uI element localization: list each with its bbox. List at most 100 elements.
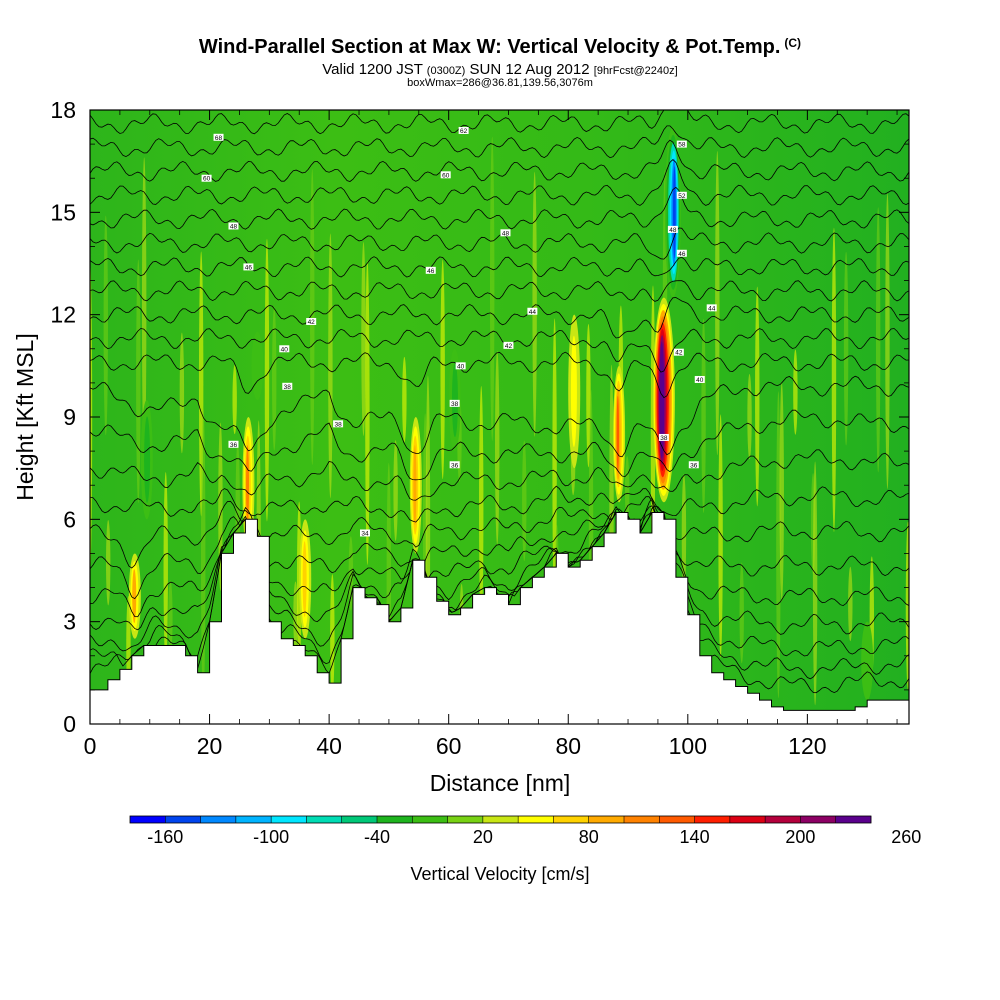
contour-label-text: 40: [696, 377, 704, 384]
colorbar-swatch: [694, 816, 731, 823]
contour-label-bg: [440, 171, 451, 179]
theta-contour-line: [90, 409, 909, 481]
contour-label: 40: [694, 375, 705, 384]
x-tick-label: 100: [669, 733, 707, 759]
contour-label: 48: [500, 229, 511, 237]
contour-label-bg: [658, 433, 669, 441]
contour-label: 40: [455, 362, 466, 370]
contour-label-text: 42: [505, 343, 513, 350]
contour-label-bg: [458, 126, 469, 134]
chart-title: Wind-Parallel Section at Max W: Vertical…: [0, 36, 1000, 59]
theta-contour-line: [90, 186, 909, 230]
texture-streak: [310, 168, 315, 465]
y-tick-label: 6: [63, 506, 76, 532]
contour-label-bg: [676, 249, 687, 257]
colorbar-swatch: [200, 816, 237, 823]
velocity-contour-fill: [132, 569, 137, 624]
velocity-contour-fill: [302, 541, 307, 617]
contour-label: 36: [228, 440, 239, 449]
colorbar-tick-label: 80: [579, 827, 599, 847]
contour-labels: 68 60 48 46 42 40 38 36 38 34 60 62 46 48 44 42 40 38 36 58…: [201, 126, 717, 537]
theta-contour-line: [90, 505, 909, 618]
colorbar-swatch: [588, 816, 625, 823]
contour-label-bg: [449, 461, 460, 469]
box-info: boxWmax=286@36.81,139.56,3076m: [407, 77, 593, 89]
texture-streak: [348, 536, 354, 611]
texture-streak: [843, 251, 849, 446]
colorbar-swatch: [729, 816, 766, 823]
plot-area: 68 60 48 46 42 40 38 36 38 34 60 62 46 48 44 42 40 38 36 58…: [90, 110, 909, 724]
colorbar-swatch: [765, 816, 801, 823]
x-axis: 0 20 40 60 80 100 120: [84, 110, 898, 759]
texture-streak: [365, 260, 370, 565]
texture-streak: [490, 136, 495, 441]
contour-label-text: 44: [529, 309, 537, 316]
theta-contour-line: [90, 496, 909, 569]
contour-label-text: 36: [690, 462, 698, 469]
contour-label: 46: [425, 266, 436, 275]
contour-label-text: 42: [308, 319, 316, 326]
contour-label-bg: [449, 399, 460, 407]
texture-streak: [755, 286, 760, 507]
colorbar-swatch: [482, 816, 519, 823]
texture-streak: [393, 440, 398, 542]
contour-label-text: 46: [427, 268, 435, 275]
colorbar-swatch: [306, 816, 343, 823]
x-tick-label: 60: [436, 733, 462, 759]
contour-label: 58: [676, 140, 687, 149]
theta-contour-line: [90, 297, 909, 339]
valid-utc: (0300Z): [426, 65, 466, 77]
texture-streak: [718, 414, 723, 658]
contour-label-text: 60: [203, 176, 211, 183]
contour-label-bg: [359, 529, 370, 537]
contour-label-text: 62: [460, 128, 468, 135]
contour-label: 44: [706, 304, 717, 312]
colorbar-swatch: [518, 816, 554, 823]
theta-contour-line: [90, 508, 909, 657]
velocity-feature: [568, 314, 581, 469]
velocity-contour-fill: [144, 416, 151, 503]
forecast-note: [9hrFcst@2240z]: [593, 65, 678, 77]
velocity-feature: [299, 519, 312, 639]
colorbar-tick-label: -40: [364, 827, 390, 847]
velocity-feature: [861, 621, 874, 701]
texture-streak: [495, 350, 500, 545]
contour-label-bg: [667, 225, 678, 233]
texture-streak: [715, 150, 720, 456]
title-text: Wind-Parallel Section at Max W: Vertical…: [198, 36, 781, 58]
contour-label-bg: [706, 304, 717, 312]
contour-label-bg: [213, 133, 224, 141]
y-tick-label: 18: [50, 97, 76, 123]
colorbar-swatch: [553, 816, 590, 823]
theta-contour-line: [90, 110, 909, 135]
texture-streak: [264, 238, 270, 522]
contour-label-bg: [527, 307, 538, 315]
contour-label: 52: [676, 191, 687, 200]
velocity-contour-fill: [673, 166, 676, 259]
x-tick-label: 120: [788, 733, 826, 759]
velocity-contour-fill: [660, 347, 663, 453]
contour-label-bg: [503, 341, 514, 349]
y-tick-label: 15: [50, 199, 76, 225]
copyright-mark: (C): [784, 36, 802, 50]
texture-streak: [905, 521, 909, 690]
contour-label-text: 48: [502, 230, 510, 237]
valid-date: SUN 12 Aug 2012: [469, 61, 590, 78]
velocity-contour-fill: [254, 341, 261, 391]
contour-label: 44: [527, 307, 538, 316]
contour-label-text: 68: [215, 135, 223, 142]
colorbar-tick-label: 200: [785, 827, 815, 847]
y-axis-title: Height [Kft MSL]: [12, 333, 38, 500]
contour-label: 60: [440, 171, 451, 179]
contour-label: 38: [282, 382, 293, 391]
colorbar-swatch: [659, 816, 695, 823]
contour-label-text: 44: [708, 305, 716, 312]
theta-contour-line: [90, 505, 909, 600]
contour-label-text: 38: [334, 421, 342, 428]
texture-streak: [232, 365, 237, 435]
texture-streak: [141, 157, 147, 462]
texture-streak: [739, 562, 744, 664]
contour-label-bg: [333, 420, 344, 428]
velocity-contour-fill: [413, 445, 417, 526]
